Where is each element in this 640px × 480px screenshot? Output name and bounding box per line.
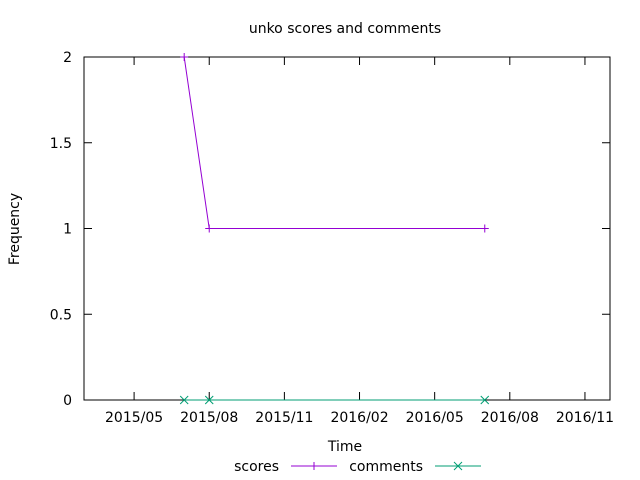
- comments-point: [480, 395, 490, 405]
- legend-marker-comments: [453, 461, 463, 471]
- chart-title: unko scores and comments: [249, 21, 441, 37]
- legend-label-scores: scores: [234, 459, 279, 475]
- scores-point: [180, 53, 189, 61]
- x-tick-label: 2015/05: [105, 410, 163, 426]
- series-layer: [179, 53, 490, 405]
- scores-series-line: [183, 56, 485, 229]
- scores-point: [205, 224, 214, 233]
- scores-point: [480, 224, 489, 233]
- x-tick-label: 2016/11: [556, 410, 614, 426]
- legend: scores comments: [234, 459, 481, 475]
- y-tick-label: 1.5: [50, 136, 72, 152]
- y-tick-label: 0.5: [50, 307, 72, 323]
- comments-point: [179, 395, 189, 405]
- x-tick-label: 2016/05: [406, 410, 464, 426]
- x-tick-label: 2016/02: [330, 410, 388, 426]
- legend-label-comments: comments: [349, 459, 423, 475]
- x-axis: 2015/05 2015/08 2015/11 2016/02 2016/05 2016/…: [105, 57, 614, 426]
- comments-point: [204, 395, 214, 405]
- y-axis: 0 0.5 1 1.5 2: [50, 50, 610, 409]
- y-tick-label: 0: [63, 393, 72, 409]
- x-tick-label: 2016/08: [481, 410, 539, 426]
- x-axis-label: Time: [327, 439, 362, 455]
- x-tick-label: 2015/11: [255, 410, 313, 426]
- legend-marker-scores: [310, 462, 318, 470]
- y-tick-label: 2: [63, 50, 72, 66]
- y-tick-label: 1: [63, 222, 72, 238]
- y-axis-label: Frequency: [7, 193, 23, 265]
- x-tick-label: 2015/08: [180, 410, 238, 426]
